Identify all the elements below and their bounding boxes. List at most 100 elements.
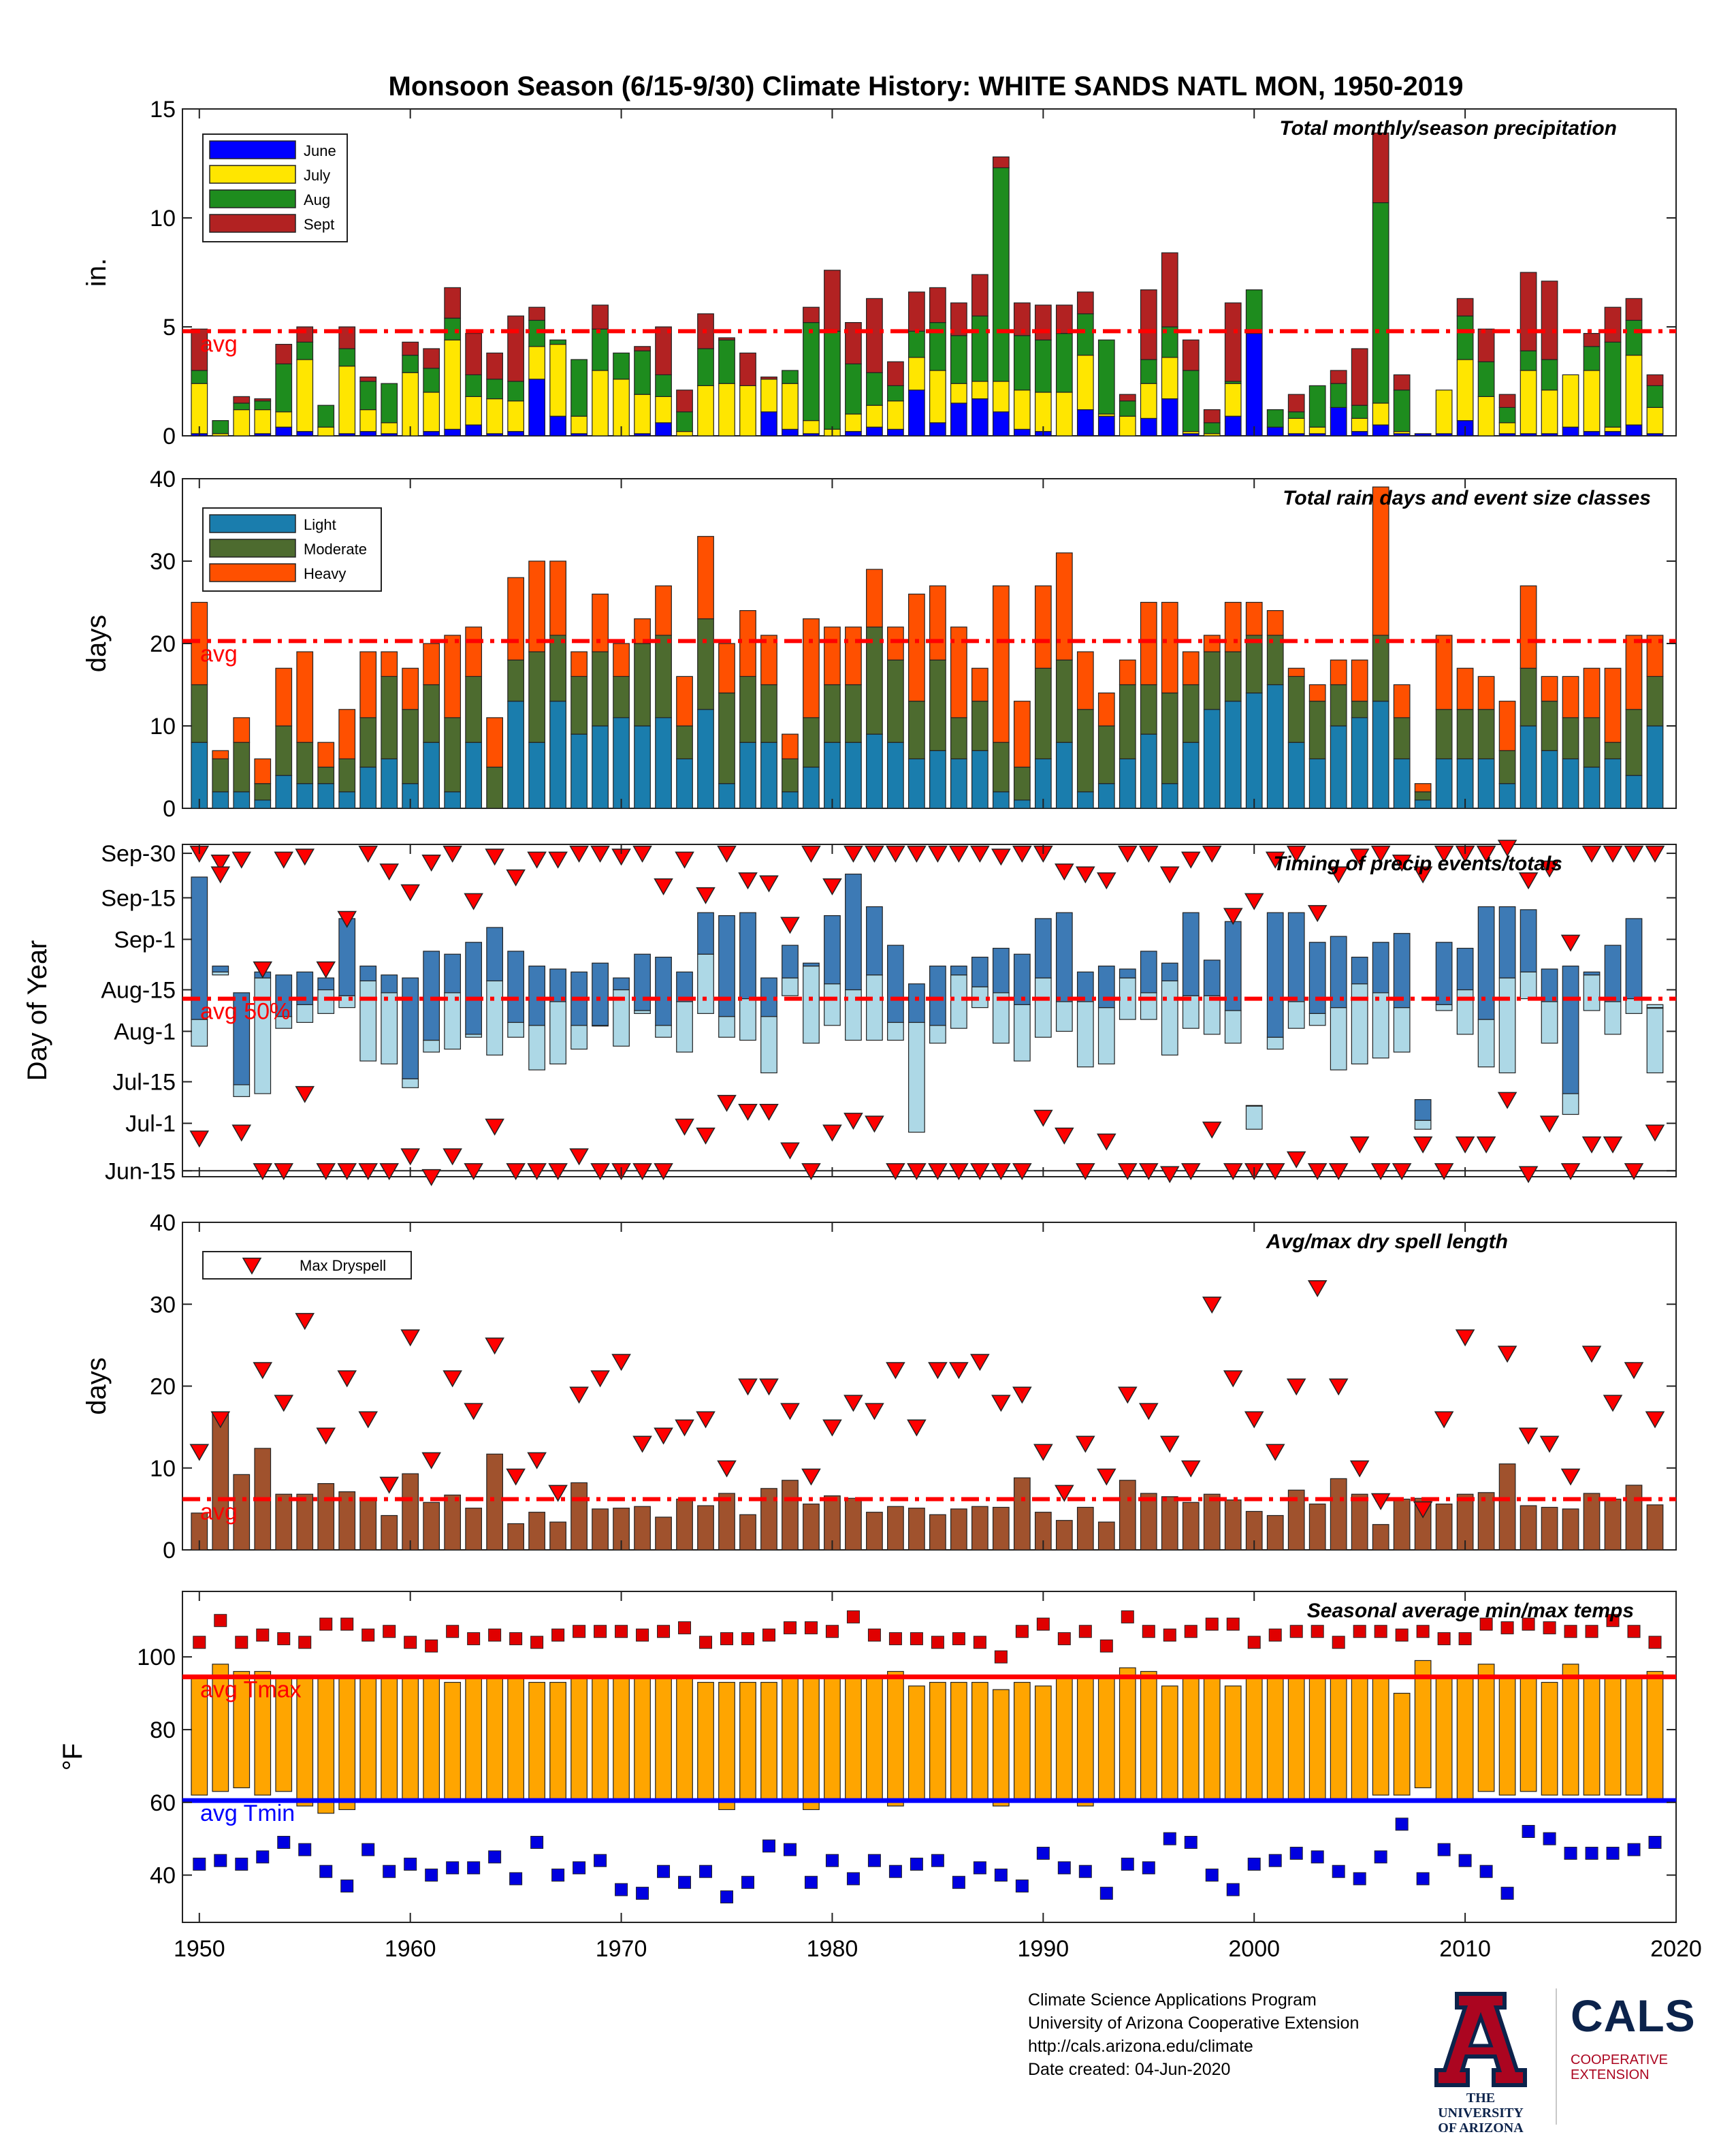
tmin-marker xyxy=(1500,1886,1514,1900)
timing-last-event-marker xyxy=(780,917,800,934)
tmax-marker xyxy=(446,1625,460,1638)
raindays-bar-heavy xyxy=(1477,676,1495,710)
precip-bar-july xyxy=(718,383,735,436)
dryspell-avg-bar xyxy=(1055,1520,1073,1551)
raindays-bar-light xyxy=(338,791,356,809)
precip-bar-aug xyxy=(824,330,841,430)
tmax-marker xyxy=(1522,1617,1535,1631)
tmax-marker xyxy=(1437,1632,1451,1645)
precip-bar-june xyxy=(887,428,904,436)
tmax-marker xyxy=(1585,1625,1598,1638)
tmax-marker xyxy=(678,1621,692,1634)
precip-bar-aug xyxy=(1287,411,1305,419)
timing-box-lower xyxy=(549,1001,566,1065)
timing-box-lower xyxy=(1308,1013,1326,1026)
x-tick-label: 1970 xyxy=(596,1936,647,1962)
raindays-bar-heavy xyxy=(1224,601,1242,652)
precip-bar-aug xyxy=(634,350,651,395)
timing-box-lower xyxy=(402,1078,419,1088)
timing-box-lower xyxy=(1330,1007,1347,1070)
raindays-bar-light xyxy=(992,791,1010,809)
timing-box-lower xyxy=(1245,1105,1263,1130)
dryspell-avg-bar xyxy=(1498,1463,1516,1551)
precip-bar-june xyxy=(1625,424,1643,436)
precip-bar-june xyxy=(950,402,967,436)
timing-first-event-marker xyxy=(1476,1136,1496,1154)
raindays-bar-moderate xyxy=(1414,791,1432,801)
raindays-bar-light xyxy=(423,742,440,809)
precip-bar-sept xyxy=(1203,409,1221,424)
dryspell-max-marker xyxy=(738,1378,758,1396)
timing-box-lower xyxy=(676,1001,693,1053)
raindays-bar-moderate xyxy=(254,783,272,801)
precip-bar-aug xyxy=(1625,319,1643,356)
precip-bar-june xyxy=(929,422,946,436)
temp-range-bar xyxy=(1076,1678,1094,1807)
dryspell-avg-bar xyxy=(592,1508,609,1551)
timing-box-upper xyxy=(381,974,398,994)
cals-sub-line2: EXTENSION xyxy=(1571,2067,1650,2082)
precip-bar-aug xyxy=(1245,289,1263,334)
timing-average-label: avg 50% xyxy=(200,999,290,1025)
tmax-marker xyxy=(783,1621,797,1634)
raindays-bar-moderate xyxy=(697,618,714,710)
raindays-bar-moderate xyxy=(1330,684,1347,727)
timing-box-lower xyxy=(1393,1007,1411,1053)
precip-bar-july xyxy=(866,404,883,428)
timing-box-upper xyxy=(1414,1099,1432,1121)
precip-bar-june xyxy=(1266,426,1284,436)
precip-bar-july xyxy=(1541,390,1558,434)
temp-range-bar xyxy=(1583,1674,1601,1796)
raindays-bar-heavy xyxy=(760,635,777,686)
timing-last-event-marker xyxy=(1413,866,1433,884)
dryspell-avg-bar xyxy=(1562,1508,1579,1551)
temp-range-bar xyxy=(381,1674,398,1803)
dryspell-avg-bar xyxy=(507,1523,524,1551)
tmax-marker xyxy=(1205,1617,1219,1631)
credits-url[interactable]: http://cals.arizona.edu/climate xyxy=(1028,2037,1253,2056)
timing-box-lower xyxy=(1224,1010,1242,1044)
precip-legend-entry: July xyxy=(304,167,330,184)
tmax-marker xyxy=(1163,1628,1176,1642)
raindays-bar-heavy xyxy=(507,577,524,661)
timing-last-event-marker xyxy=(1476,845,1496,863)
tmin-marker xyxy=(720,1890,734,1904)
timing-last-event-marker xyxy=(1645,845,1665,863)
raindays-bar-light xyxy=(1203,709,1221,809)
raindays-bar-heavy xyxy=(992,585,1010,743)
precip-bar-sept xyxy=(1646,374,1664,387)
tmin-marker xyxy=(193,1858,206,1871)
precip-bar-sept xyxy=(507,315,524,382)
timing-first-event-marker xyxy=(443,1148,462,1166)
tmax-marker xyxy=(657,1625,671,1638)
timing-last-event-marker xyxy=(759,875,779,893)
timing-box-lower xyxy=(254,977,272,1094)
raindays-bar-heavy xyxy=(381,651,398,677)
precip-bar-june xyxy=(465,424,483,436)
timing-box-upper xyxy=(402,977,419,1079)
tmin-marker xyxy=(1479,1864,1493,1878)
tmax-marker xyxy=(762,1628,775,1642)
tmax-marker xyxy=(720,1632,734,1645)
raindays-bar-moderate xyxy=(465,676,483,743)
timing-box-upper xyxy=(824,915,841,985)
timing-box-upper xyxy=(423,951,440,1041)
dryspell-max-marker xyxy=(1097,1468,1116,1486)
timing-box-lower xyxy=(1498,977,1516,1074)
precip-bar-june xyxy=(908,390,925,436)
temp-range-bar xyxy=(782,1674,799,1800)
timing-box-upper xyxy=(971,956,988,987)
panel-1-y-tick-label: 10 xyxy=(150,206,176,232)
raindays-bar-heavy xyxy=(1604,667,1622,743)
raindays-bar-moderate xyxy=(296,742,314,784)
dryspell-avg-bar xyxy=(1604,1498,1622,1551)
precip-bar-sept xyxy=(1140,289,1157,360)
panel-2-y-tick-label: 10 xyxy=(150,714,176,740)
raindays-bar-heavy xyxy=(423,643,440,686)
timing-first-event-marker xyxy=(358,1163,378,1181)
temp-range-bar xyxy=(1372,1674,1389,1796)
temp-range-bar xyxy=(1119,1667,1136,1800)
raindays-bar-heavy xyxy=(444,635,462,718)
raindays-bar-light xyxy=(570,733,588,809)
raindays-bar-moderate xyxy=(929,659,946,751)
